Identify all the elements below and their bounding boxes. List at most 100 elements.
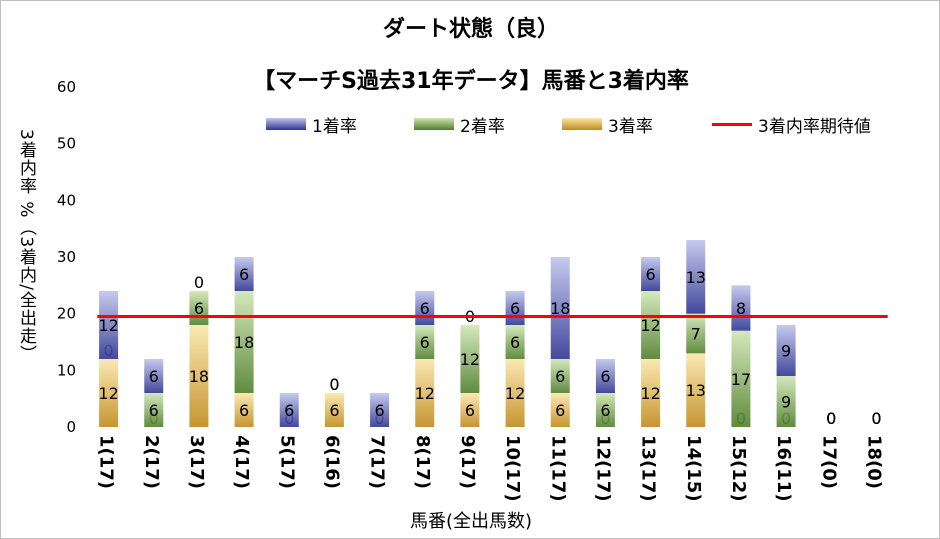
x-tick-label: 13(17) <box>638 435 659 502</box>
data-label: 0 <box>871 409 881 428</box>
y-tick-label: 60 <box>57 78 76 96</box>
x-axis-label: 馬番(全出馬数) <box>409 511 533 532</box>
data-label: 9 <box>781 393 791 412</box>
bar-segment <box>595 359 615 393</box>
x-tick-label: 3(17) <box>186 435 207 489</box>
bar-segment <box>731 285 751 331</box>
data-label: 18 <box>189 367 209 386</box>
data-label: 6 <box>284 401 294 420</box>
data-label: 0 <box>329 375 339 394</box>
bar-segment <box>505 325 525 359</box>
data-label: 0 <box>826 409 836 428</box>
bar-segment <box>279 393 299 427</box>
data-label: 0 <box>826 409 836 428</box>
data-label: 6 <box>239 401 249 420</box>
data-label: 13 <box>686 268 706 287</box>
data-label: 6 <box>239 265 249 284</box>
bar-segment <box>686 313 706 354</box>
data-label: 0 <box>329 375 339 394</box>
bar-segment <box>144 359 164 393</box>
data-label: 6 <box>510 299 520 318</box>
data-label: 12 <box>505 384 525 403</box>
y-tick-label: 50 <box>57 135 76 153</box>
x-tick-label: 18(0) <box>863 435 884 489</box>
bar-segment <box>324 393 344 427</box>
data-label: 0 <box>194 273 204 292</box>
bar-segment <box>505 359 525 427</box>
x-tick-label: 2(17) <box>141 435 162 489</box>
x-tick-label: 1(17) <box>96 435 117 489</box>
bar-segment <box>144 393 164 427</box>
data-label: 6 <box>420 333 430 352</box>
bar-segment <box>234 393 254 427</box>
bar-segment <box>550 359 570 393</box>
bar-segment <box>99 359 119 427</box>
y-tick-label: 10 <box>57 361 76 379</box>
data-label: 12 <box>98 384 118 403</box>
y-tick-label: 40 <box>57 191 76 209</box>
legend-item-expected: 3着内率期待値 <box>712 113 871 137</box>
data-label: 7 <box>691 325 701 344</box>
bar-segment <box>189 325 209 427</box>
data-label: 12 <box>640 384 660 403</box>
legend-label-second: 2着率 <box>460 116 505 137</box>
data-label: 6 <box>645 265 655 284</box>
bar-segment <box>550 257 570 359</box>
chart-subtitle: 【マーチS過去31年データ】馬番と3着内率 <box>253 69 689 94</box>
data-label: 12 <box>640 316 660 335</box>
x-tick-label: 16(11) <box>773 435 794 502</box>
bar-segment <box>370 393 390 427</box>
legend-swatch-second <box>414 118 454 130</box>
legend-label-third: 3着率 <box>608 116 653 137</box>
x-tick-label: 7(17) <box>367 435 388 489</box>
y-tick-label: 20 <box>57 305 76 323</box>
legend-item-second: 2着率 <box>414 113 505 137</box>
bar-segment <box>641 291 661 359</box>
data-label: 9 <box>781 342 791 361</box>
x-tick-label: 14(15) <box>683 435 704 502</box>
x-tick-label: 5(17) <box>276 435 297 489</box>
x-tick-label: 8(17) <box>412 435 433 489</box>
y-axis-label: 3着内率 %（3着内/全出走） <box>16 129 36 363</box>
data-label: 6 <box>329 401 339 420</box>
data-label: 12 <box>98 316 118 335</box>
legend-item-third: 3着率 <box>562 113 653 137</box>
data-label: 12 <box>460 350 480 369</box>
y-tick-label: 0 <box>66 418 76 436</box>
data-label: 0 <box>871 409 881 428</box>
data-label: 6 <box>149 401 159 420</box>
bar-segment <box>99 291 119 359</box>
bar-segment <box>415 325 435 359</box>
chart-title: ダート状態（良） <box>382 17 559 42</box>
legend-swatch-expected <box>712 122 752 126</box>
bar-segment <box>415 359 435 427</box>
legend-item-win: 1着率 <box>266 113 357 137</box>
data-label: 13 <box>686 381 706 400</box>
data-label: 6 <box>194 299 204 318</box>
bar-segment <box>234 257 254 291</box>
bar-segment <box>686 240 706 314</box>
bar-segment <box>686 353 706 427</box>
x-tick-label: 10(17) <box>502 435 523 502</box>
legend-swatch-third <box>562 118 602 130</box>
data-label: 6 <box>600 401 610 420</box>
data-label: 18 <box>550 299 570 318</box>
data-label: 17 <box>731 370 751 389</box>
legend-swatch-win <box>266 118 306 130</box>
x-tick-label: 11(17) <box>547 435 568 502</box>
legend-label-win: 1着率 <box>312 116 357 137</box>
data-label: 6 <box>555 401 565 420</box>
x-tick-label: 12(17) <box>592 435 613 502</box>
data-label: 12 <box>415 384 435 403</box>
bar-segment <box>776 376 796 427</box>
bar-segment <box>641 257 661 291</box>
bar-segment <box>595 393 615 427</box>
data-label: 6 <box>600 367 610 386</box>
x-tick-label: 17(0) <box>818 435 839 489</box>
data-label: 6 <box>149 367 159 386</box>
bar-segment <box>460 325 480 393</box>
y-tick-label: 30 <box>57 248 76 266</box>
data-label: 0 <box>826 409 836 428</box>
